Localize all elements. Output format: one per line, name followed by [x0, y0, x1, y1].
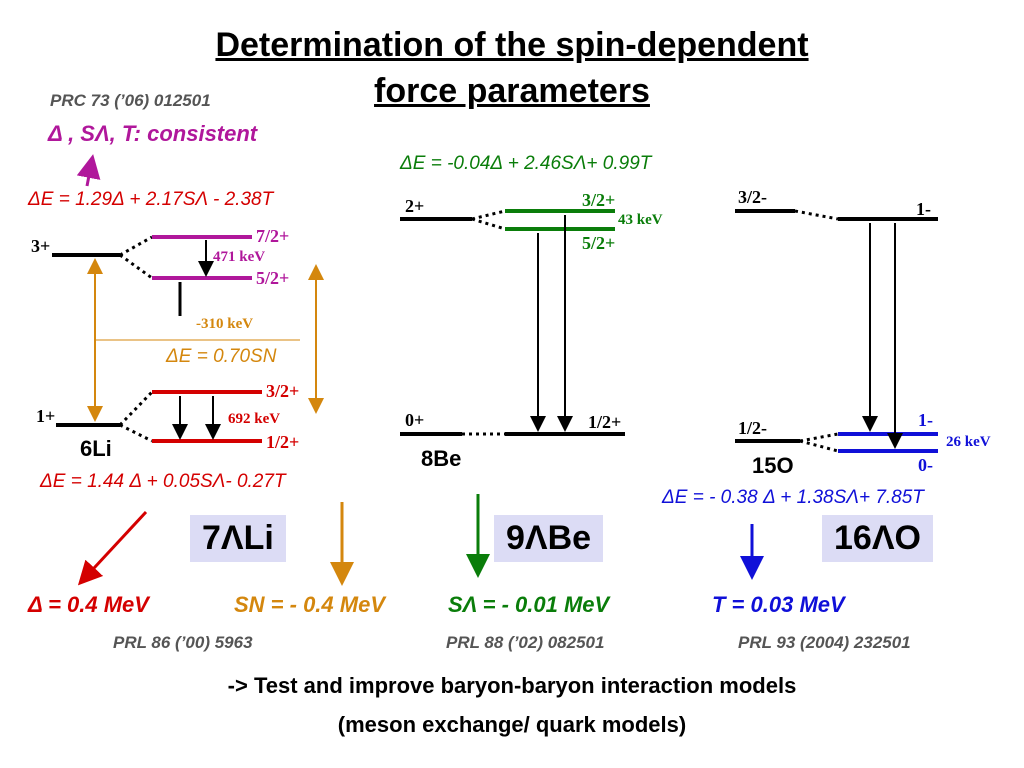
li-3plus-label: 3+ — [31, 236, 51, 256]
reference-o: PRL 93 (2004) 232501 — [738, 633, 911, 652]
param-delta: Δ = 0.4 MeV — [28, 592, 149, 617]
o-26-kev-label: 26 keV — [946, 434, 991, 450]
li-1plus-label: 1+ — [36, 406, 56, 426]
be-43-kev-label: 43 keV — [618, 212, 663, 228]
be-5-2-label: 5/2+ — [582, 233, 616, 253]
li-692-kev-label: 692 keV — [228, 411, 281, 427]
o-3-2-label: 3/2- — [738, 187, 767, 207]
be-0plus-label: 0+ — [405, 410, 425, 430]
li-mid-equation: ΔE = 0.70SN — [166, 346, 277, 367]
li-5-2-label: 5/2+ — [256, 268, 290, 288]
o-1minus-upper-label: 1- — [916, 199, 931, 219]
hypernucleus-li: 7ΛLi — [190, 515, 286, 562]
hypernucleus-be: 9ΛBe — [494, 515, 604, 562]
param-t: T = 0.03 MeV — [712, 592, 845, 617]
be-core-nucleus-label: 8Be — [421, 446, 462, 471]
o-1minus-lower-label: 1- — [918, 410, 933, 430]
o-core-nucleus-label: 15O — [752, 453, 794, 478]
li-dots — [119, 235, 153, 257]
li-shift-label: -310 keV — [196, 316, 254, 332]
be-level-scheme — [400, 209, 625, 436]
be-1-2-label: 1/2+ — [588, 412, 622, 432]
delta-result-arrow — [77, 510, 148, 586]
o-1-2-label: 1/2- — [738, 418, 767, 438]
li-7-2-label: 7/2+ — [256, 226, 290, 246]
be-2plus-label: 2+ — [405, 196, 425, 216]
li-471-kev-label: 471 keV — [213, 249, 266, 265]
o-0minus-label: 0- — [918, 455, 933, 475]
li-upper-equation: ΔE = 1.29Δ + 2.17SΛ - 2.38T — [28, 189, 274, 210]
li-level-scheme — [52, 235, 324, 443]
li-lower-equation: ΔE = 1.44 Δ + 0.05SΛ- 0.27T — [40, 471, 286, 492]
li-1-2-label: 1/2+ — [266, 432, 300, 452]
footer-line1: -> Test and improve baryon-baryon intera… — [227, 673, 797, 698]
be-3-2-label: 3/2+ — [582, 190, 616, 210]
o-equation: ΔE = - 0.38 Δ + 1.38SΛ+ 7.85T — [662, 487, 924, 508]
footer-line2: (meson exchange/ quark models) — [337, 712, 687, 737]
be-equation: ΔE = -0.04Δ + 2.46SΛ+ 0.99T — [400, 153, 652, 174]
li-3-2-label: 3/2+ — [266, 381, 300, 401]
reference-be: PRL 88 (’02) 082501 — [446, 633, 605, 652]
page-title-line1: Determination of the spin-dependent — [215, 26, 809, 64]
reference-top: PRC 73 (’06) 012501 — [50, 91, 211, 110]
param-slambda: SΛ = - 0.01 MeV — [448, 592, 610, 617]
consistent-note: Δ , SΛ, T: consistent — [48, 121, 258, 146]
consistent-arrow — [76, 154, 101, 187]
li-core-nucleus-label: 6Li — [80, 436, 112, 461]
hypernucleus-o: 16ΛO — [822, 515, 933, 562]
o-level-scheme — [735, 209, 938, 453]
param-sn: SN = - 0.4 MeV — [234, 592, 386, 617]
reference-li: PRL 86 (’00) 5963 — [113, 633, 253, 652]
page-title-line2: force parameters — [374, 72, 650, 110]
